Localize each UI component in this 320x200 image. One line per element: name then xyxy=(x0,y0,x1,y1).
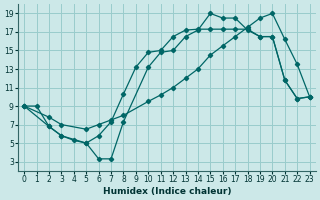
X-axis label: Humidex (Indice chaleur): Humidex (Indice chaleur) xyxy=(103,187,231,196)
